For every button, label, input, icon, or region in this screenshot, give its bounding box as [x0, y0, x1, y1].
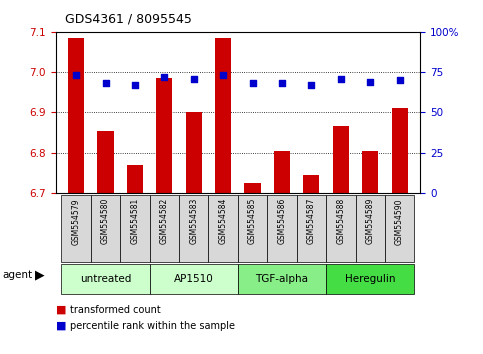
Point [396, 78, 403, 83]
Text: AP1510: AP1510 [174, 274, 213, 284]
FancyBboxPatch shape [120, 195, 150, 262]
Point [249, 81, 256, 86]
FancyBboxPatch shape [61, 195, 91, 262]
FancyBboxPatch shape [150, 264, 238, 294]
Text: ▶: ▶ [35, 269, 44, 282]
FancyBboxPatch shape [238, 264, 326, 294]
Text: agent: agent [2, 270, 32, 280]
FancyBboxPatch shape [91, 195, 120, 262]
Point [366, 79, 374, 85]
FancyBboxPatch shape [297, 195, 326, 262]
FancyBboxPatch shape [355, 195, 385, 262]
Point [102, 81, 110, 86]
Point [219, 73, 227, 78]
Text: ■: ■ [56, 321, 66, 331]
FancyBboxPatch shape [179, 195, 209, 262]
Text: Heregulin: Heregulin [345, 274, 396, 284]
Text: GSM554580: GSM554580 [101, 198, 110, 245]
FancyBboxPatch shape [385, 195, 414, 262]
Bar [156, 78, 172, 193]
Text: GSM554586: GSM554586 [278, 198, 286, 245]
FancyBboxPatch shape [150, 195, 179, 262]
Text: transformed count: transformed count [70, 305, 161, 315]
Bar [392, 108, 408, 193]
Text: GSM554588: GSM554588 [336, 198, 345, 244]
FancyBboxPatch shape [267, 195, 297, 262]
Bar [333, 126, 349, 193]
Text: GSM554585: GSM554585 [248, 198, 257, 245]
FancyBboxPatch shape [326, 195, 355, 262]
Text: GSM554589: GSM554589 [366, 198, 375, 245]
Bar [303, 175, 319, 193]
Text: GSM554583: GSM554583 [189, 198, 198, 245]
Point [308, 82, 315, 88]
Point [72, 73, 80, 78]
Point [160, 74, 168, 80]
Bar [274, 151, 290, 193]
FancyBboxPatch shape [61, 264, 150, 294]
Text: GSM554584: GSM554584 [219, 198, 227, 245]
Bar [244, 183, 261, 193]
FancyBboxPatch shape [238, 195, 267, 262]
Text: GSM554582: GSM554582 [160, 198, 169, 244]
Text: GSM554590: GSM554590 [395, 198, 404, 245]
Point [337, 76, 345, 81]
Bar [98, 131, 114, 193]
Text: GDS4361 / 8095545: GDS4361 / 8095545 [65, 12, 192, 25]
Text: untreated: untreated [80, 274, 131, 284]
Bar [127, 165, 143, 193]
Point [278, 81, 286, 86]
Point [190, 76, 198, 81]
Bar [68, 38, 84, 193]
Text: ■: ■ [56, 305, 66, 315]
Bar [185, 112, 202, 193]
Bar [362, 151, 378, 193]
FancyBboxPatch shape [209, 195, 238, 262]
Text: GSM554581: GSM554581 [130, 198, 140, 244]
Point [131, 82, 139, 88]
Text: TGF-alpha: TGF-alpha [256, 274, 309, 284]
Bar [215, 38, 231, 193]
Text: GSM554579: GSM554579 [71, 198, 81, 245]
Text: GSM554587: GSM554587 [307, 198, 316, 245]
FancyBboxPatch shape [326, 264, 414, 294]
Text: percentile rank within the sample: percentile rank within the sample [70, 321, 235, 331]
